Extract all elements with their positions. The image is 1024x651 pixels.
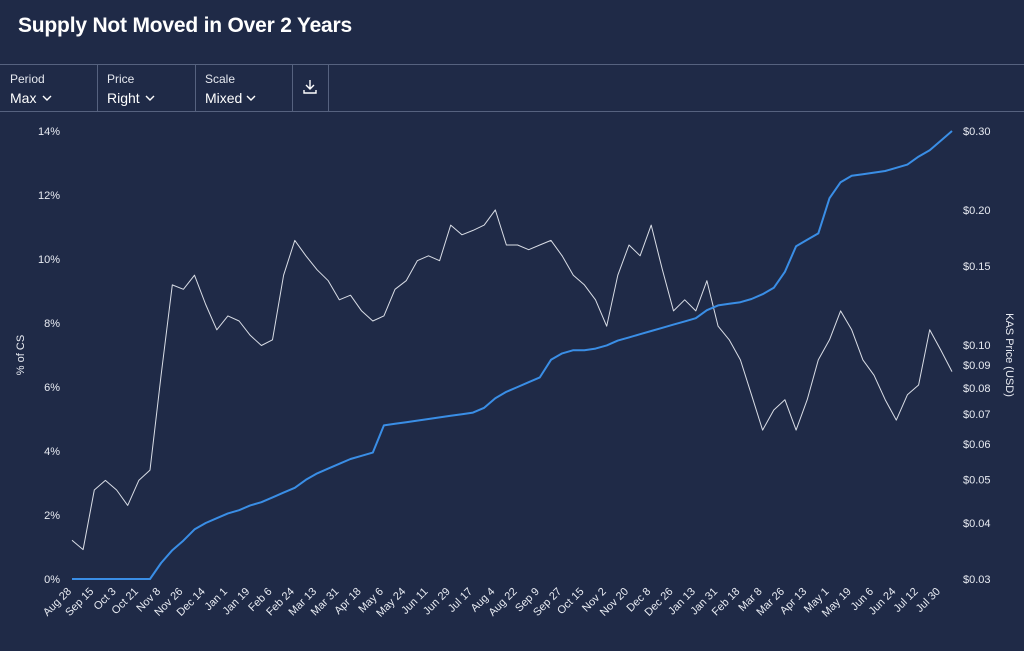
x-tick-label: Jul 17: [446, 586, 475, 615]
dropdown-label: Period: [10, 72, 45, 86]
period-dropdown[interactable]: Period Max: [0, 65, 98, 111]
page-title: Supply Not Moved in Over 2 Years: [18, 14, 352, 37]
dropdown-value: Max: [10, 90, 37, 106]
y2-tick-label: $0.06: [963, 439, 991, 451]
chevron: [246, 95, 256, 101]
y-tick-label: 14%: [38, 126, 60, 138]
y-tick-label: 12%: [38, 190, 60, 202]
y2-tick-label: $0.05: [963, 475, 991, 487]
dropdown-label: Scale: [205, 72, 236, 86]
y-tick-label: 10%: [38, 254, 60, 266]
chevron: [42, 95, 52, 101]
scale-dropdown[interactable]: Scale Mixed: [195, 65, 293, 111]
x-tick-label: Jul 30: [914, 586, 943, 615]
y2-tick-label: $0.09: [963, 360, 991, 372]
y-tick-label: 8%: [44, 318, 60, 330]
supply-line: [72, 130, 953, 580]
y-tick-label: 6%: [44, 382, 60, 394]
dropdown-label: Price: [107, 72, 135, 86]
y2-tick-label: $0.04: [963, 518, 991, 530]
y2-tick-label: $0.20: [963, 205, 991, 217]
download-button[interactable]: [292, 65, 329, 111]
y2-tick-label: $0.10: [963, 340, 991, 352]
x-tick-label: Jul 12: [891, 586, 920, 615]
price-dropdown[interactable]: Price Right: [97, 65, 196, 111]
y2-tick-label: $0.03: [963, 574, 991, 586]
dropdown-value: Right: [107, 90, 140, 106]
y-tick-label: 2%: [44, 510, 60, 522]
chevron: [145, 95, 155, 101]
y-axis-title: % of CS: [15, 335, 27, 375]
y2-axis-title: KAS Price (USD): [1003, 313, 1015, 397]
y2-tick-label: $0.15: [963, 261, 991, 273]
y2-tick-label: $0.08: [963, 383, 991, 395]
toolbar: Period Max Price Right Scale Mixed: [0, 64, 1024, 112]
y2-tick-label: $0.30: [963, 126, 991, 138]
y2-tick-label: $0.07: [963, 409, 991, 421]
download-icon: [303, 80, 317, 94]
price-line: [71, 209, 953, 551]
dropdown-value: Mixed: [205, 90, 243, 106]
y-tick-label: 4%: [44, 446, 60, 458]
y-tick-label: 0%: [44, 574, 60, 586]
